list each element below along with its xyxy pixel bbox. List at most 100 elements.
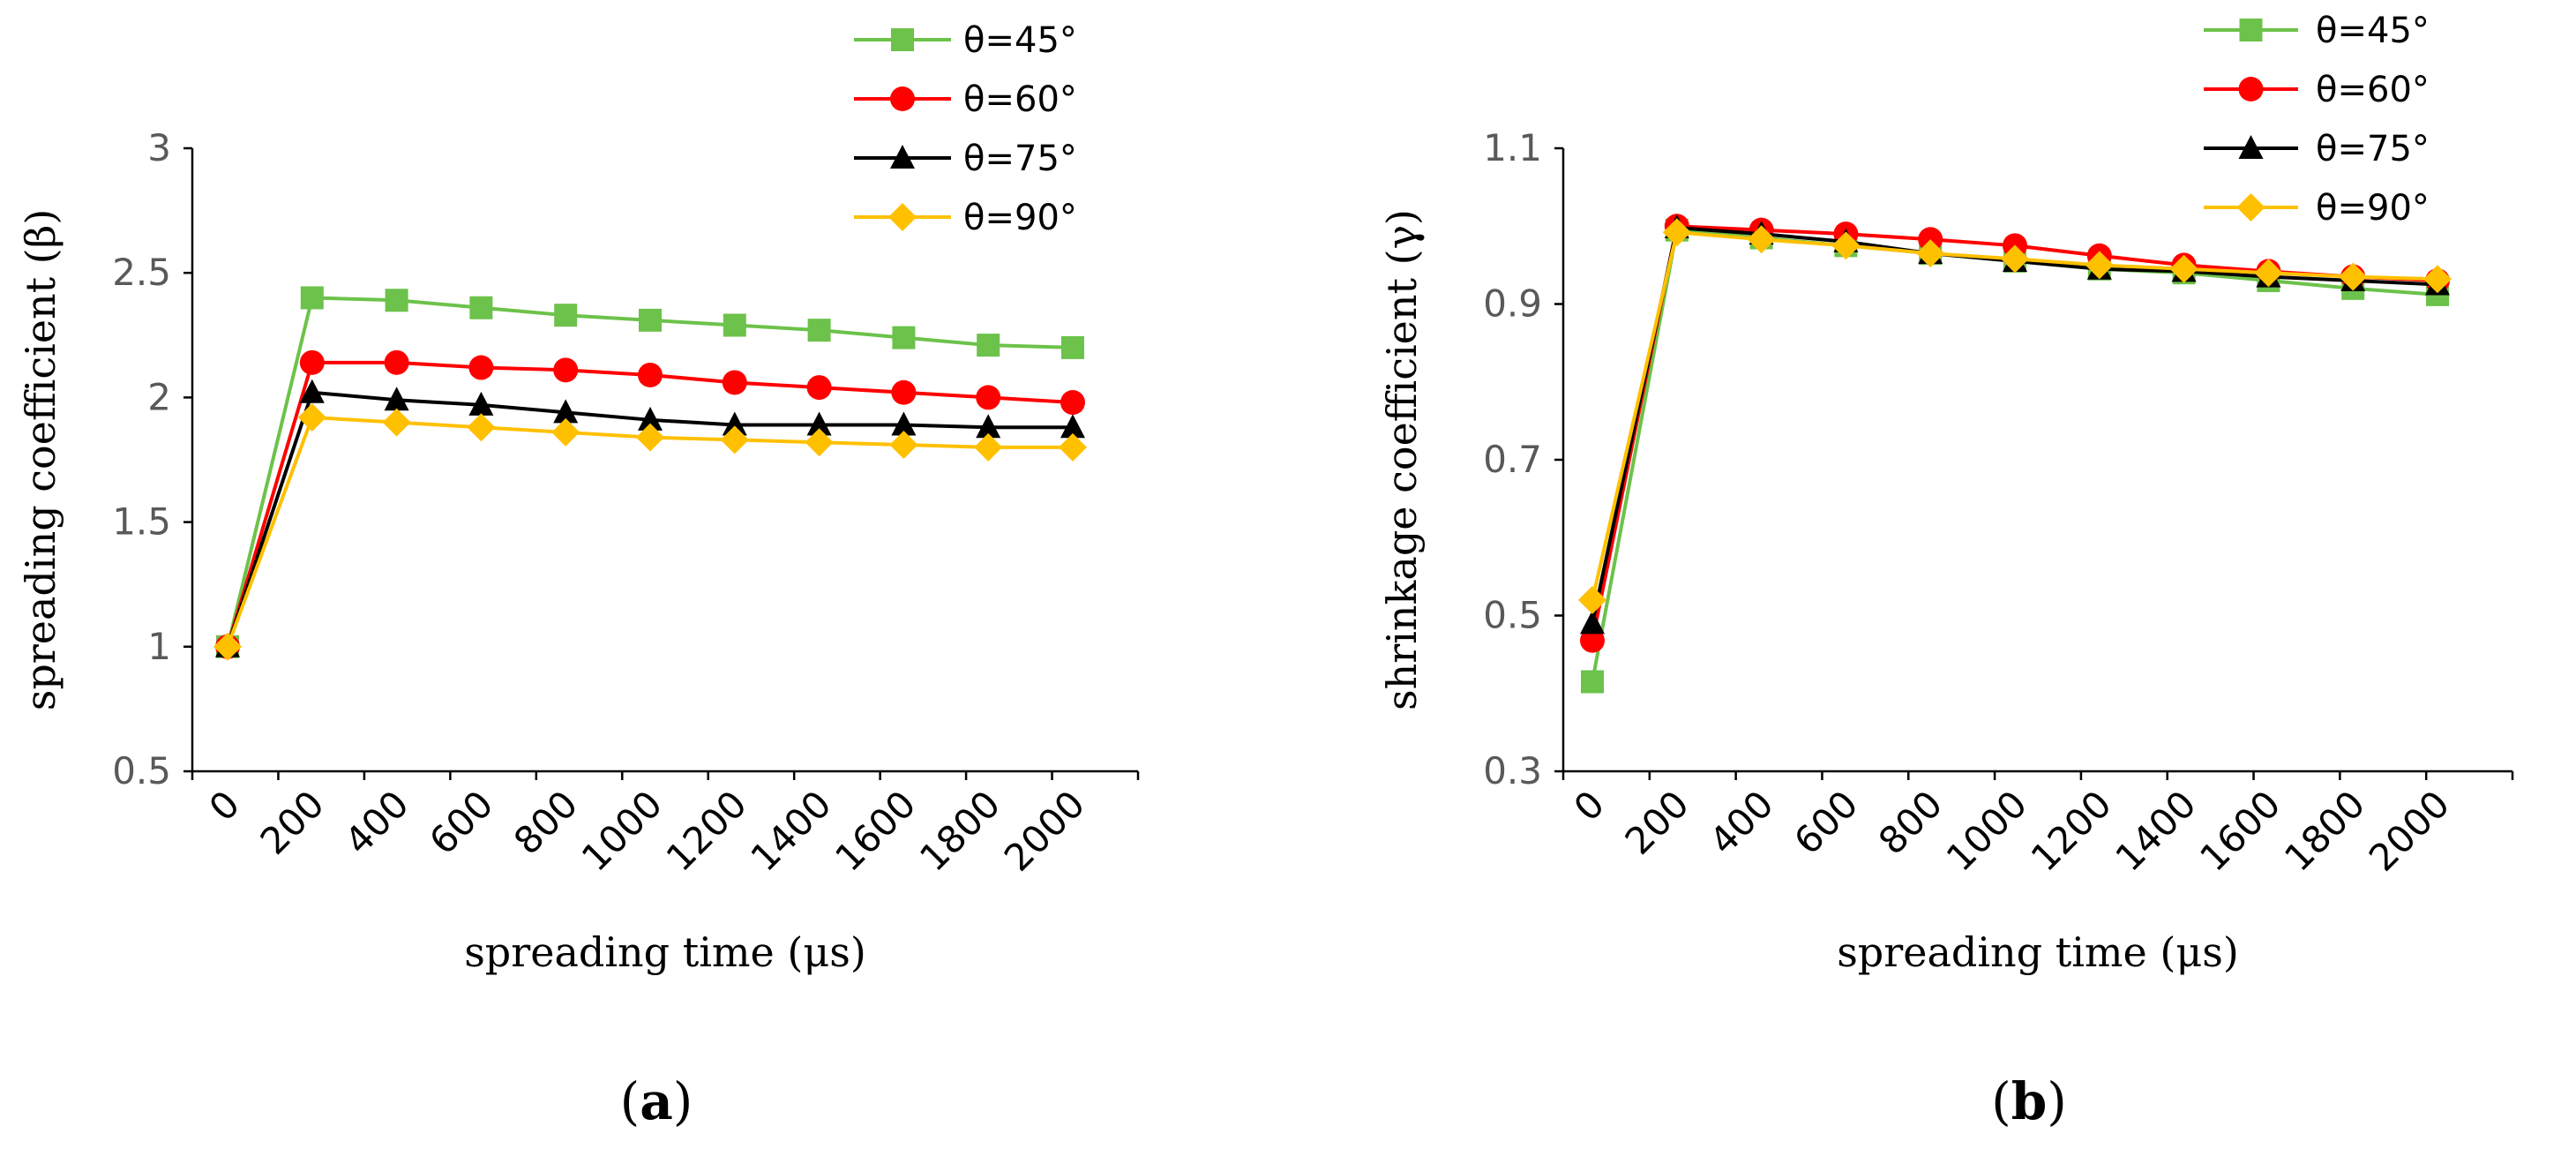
data-point [2085, 251, 2114, 280]
data-point [806, 375, 832, 401]
x-tick-marks [1561, 771, 2514, 780]
series-layer [213, 286, 1087, 661]
legend-item: θ=75° [2204, 129, 2430, 169]
series-square [1581, 218, 2449, 694]
data-point [468, 355, 494, 380]
legend-item: θ=60° [854, 79, 1077, 120]
y-tick-label: 3 [147, 126, 171, 169]
data-point [385, 289, 408, 312]
x-tick-label: 400 [1701, 782, 1781, 862]
y-tick-label: 0.3 [1483, 749, 1542, 792]
x-tick-label: 1000 [1938, 782, 2035, 879]
data-point [974, 432, 1003, 462]
data-point [806, 411, 832, 436]
series-line [1591, 230, 2438, 601]
legend-marker [890, 86, 915, 111]
panel-a: 0.511.522.53 0 200 400 600 80010001200140016… [17, 20, 1140, 1131]
data-point [720, 425, 749, 454]
x-tick-label: 1800 [2276, 782, 2373, 879]
y-tick-label: 0.7 [1483, 438, 1542, 481]
x-tick-label: 200 [1617, 782, 1697, 862]
series-triangle [1580, 214, 2450, 635]
legend-item: θ=90° [854, 198, 1077, 238]
legend-label: θ=45° [963, 20, 1077, 61]
x-axis-title: spreading time (μs) [1837, 928, 2239, 976]
y-tick-marks [1554, 146, 1563, 773]
data-point [2001, 244, 2029, 274]
x-tick-label: 1200 [658, 782, 755, 879]
series-line [226, 296, 1074, 648]
data-point [638, 406, 663, 431]
data-point [553, 357, 579, 383]
data-point [1061, 335, 1084, 359]
legend: θ=45° θ=60° θ=75° θ=90° [2204, 11, 2430, 229]
y-tick-labels: 0.5 1 1.5 2 2.5 3 [112, 126, 171, 792]
data-point [976, 385, 1001, 410]
legend-item: θ=75° [854, 139, 1077, 179]
y-tick-label: 0.5 [1483, 594, 1542, 637]
x-tick-label: 2000 [2361, 782, 2458, 879]
series-line [226, 415, 1073, 648]
data-point [1916, 239, 1945, 268]
data-point [467, 413, 496, 442]
data-point [722, 411, 747, 436]
data-point [554, 304, 578, 327]
y-axis-title: shrinkage coefficient (γ) [1378, 209, 1426, 710]
data-point [807, 319, 831, 342]
data-point [1580, 627, 1605, 653]
series-square [216, 286, 1084, 658]
data-point [889, 431, 918, 460]
y-tick-label: 2 [147, 375, 171, 418]
data-point [1060, 390, 1085, 416]
legend-label: θ=60° [963, 79, 1077, 120]
data-point [1578, 585, 1606, 614]
legend-label: θ=90° [2316, 188, 2430, 229]
x-tick-label: 600 [421, 782, 501, 862]
data-point [2423, 265, 2452, 294]
x-tick-label: 400 [336, 782, 416, 862]
legend-item: θ=60° [2204, 70, 2430, 110]
series-circle [215, 349, 1085, 659]
data-point [638, 362, 663, 387]
series-line [1591, 228, 2438, 682]
legend-item: θ=45° [854, 20, 1077, 61]
data-point [1831, 231, 1861, 260]
y-tick-label: 1 [147, 625, 171, 668]
legend-label: θ=75° [963, 139, 1077, 179]
data-point [468, 391, 494, 416]
panel-label-a: (a) [620, 1071, 693, 1131]
y-tick-label: 1.5 [112, 500, 171, 544]
data-point [639, 308, 662, 332]
x-tick-marks [191, 771, 1140, 780]
y-tick-marks [183, 146, 192, 773]
legend-label: θ=60° [2316, 70, 2430, 110]
data-point [384, 349, 409, 375]
x-axis-title: spreading time (μs) [464, 928, 866, 976]
legend-marker [891, 28, 914, 51]
panel-label-b: (b) [1991, 1071, 2067, 1131]
x-tick-label: 0 [1566, 782, 1614, 830]
data-point [1747, 225, 1776, 254]
legend-item: θ=45° [2204, 11, 2430, 51]
legend-item: θ=90° [2204, 188, 2430, 229]
data-point [213, 632, 242, 661]
series-diamond [213, 402, 1087, 661]
y-tick-labels: 0.3 0.5 0.7 0.9 1.1 [1483, 126, 1542, 792]
series-line [1591, 224, 2438, 642]
panel-label-letter: a [640, 1071, 673, 1131]
x-tick-label: 2000 [996, 782, 1093, 879]
x-tick-label: 1400 [2107, 782, 2204, 879]
data-point [384, 387, 409, 411]
data-point [892, 326, 916, 349]
data-point [976, 414, 1001, 439]
data-point [297, 402, 326, 432]
y-axis-title: spreading coefficient (β) [17, 209, 64, 711]
x-tick-label: 1600 [2191, 782, 2288, 879]
legend-label: θ=90° [963, 198, 1077, 238]
data-point [891, 411, 917, 436]
y-tick-label: 0.5 [112, 749, 171, 792]
data-point [299, 349, 325, 375]
x-tick-label: 200 [252, 782, 333, 862]
legend-marker [2238, 77, 2264, 101]
